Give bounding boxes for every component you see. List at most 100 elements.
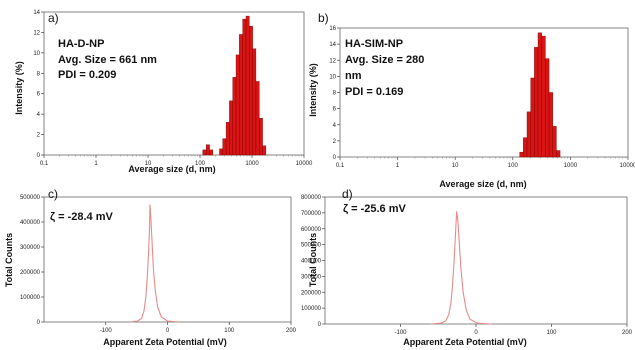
panel-c-label: c) (48, 187, 58, 201)
panel-b-x-tick-label: 100 (508, 163, 519, 169)
panel-d-x-tick-label: 0 (474, 330, 478, 336)
panel-b-histogram-bar (530, 77, 535, 158)
panel-a-pdi: PDI = 0.209 (58, 69, 116, 81)
panel-c-y-tick-label: 300000 (20, 245, 41, 251)
panel-a-y-tick-label: 10 (33, 51, 40, 57)
panel-a-histogram-bar (235, 54, 240, 156)
panel-d-x-tick-label: 200 (622, 330, 633, 336)
panel-a-y-tick-label: 12 (33, 30, 40, 36)
panel-a-x-tick-label: 10 (145, 161, 152, 167)
panel-b-histogram-bar (537, 32, 542, 158)
panel-a-histogram-bar (229, 100, 233, 156)
panel-d-y-tick-label: 800000 (301, 195, 322, 201)
panel-b-histogram-bar (526, 111, 531, 158)
panel-c-y-tick-label: 0 (37, 320, 41, 326)
panel-b-y-tick-label: 0 (333, 155, 337, 161)
panel-a-y-tick-label: 2 (37, 133, 41, 139)
panel-b-y-tick-label: 4 (333, 123, 337, 129)
panel-b-x-tick-label: 0.1 (336, 163, 345, 169)
panel-d-x-axis-label: Apparent Zeta Potential (mV) (403, 337, 527, 347)
panel-a-histogram-bar (209, 149, 214, 156)
panel-a-plot-frame (43, 11, 305, 156)
panel-a-histogram-bar (245, 15, 250, 156)
panel-d-y-tick-label: 600000 (301, 227, 322, 233)
panel-a-histogram-bar (249, 26, 253, 156)
panel-b-plot-area: 0.1 1 10 100 1000 10000 0 2 4 6 8 10 12 14 16 (329, 26, 635, 169)
panel-a-histogram-bar (222, 138, 227, 156)
panel-a-histogram-bar (262, 145, 267, 156)
panel-d-zeta-value: ζ = -25.6 mV (343, 203, 407, 215)
panel-b-avg-size-unit: nm (345, 70, 362, 82)
panel-b-y-tick-label: 16 (329, 26, 336, 32)
panel-c-x-axis-label: Apparent Zeta Potential (mV) (103, 337, 227, 347)
panel-a-histogram-bar (242, 18, 247, 156)
panel-b-histogram-bar (541, 35, 546, 158)
panel-b-histogram-bar (534, 47, 539, 158)
panel-c-y-tick-label: 200000 (20, 270, 41, 276)
panel-a-histogram-bar (232, 77, 237, 156)
panel-b-x-tick-label: 1000 (564, 163, 578, 169)
panel-b-histogram-bar (552, 126, 557, 158)
panel-a-histogram-bar (239, 34, 243, 156)
panel-c-x-tick-label: -100 (100, 328, 113, 334)
panel-a-x-tick-label: 10000 (296, 161, 313, 167)
panel-a-y-tick-label: 6 (37, 92, 41, 98)
panel-d-y-tick-label: 200000 (301, 290, 322, 296)
panel-b-histogram-bar (519, 151, 524, 158)
panel-c-x-tick-label: 0 (166, 328, 170, 334)
panel-b-x-tick-label: 1 (396, 163, 400, 169)
panel-c-y-tick-label: 100000 (20, 295, 41, 301)
panel-a-label: a) (48, 11, 59, 25)
panel-d-plot-frame (324, 196, 628, 325)
panel-b-avg-size: Avg. Size = 280 (345, 54, 424, 66)
panel-d-y-tick-label: 700000 (301, 211, 322, 217)
panel-c-plot-frame (43, 196, 292, 323)
panel-a-histogram-bar (259, 118, 263, 156)
panel-b-y-tick-label: 6 (333, 107, 337, 113)
panel-a-avg-size: Avg. Size = 661 nm (58, 54, 157, 66)
panel-b-pdi: PDI = 0.169 (345, 86, 403, 98)
panel-d-label: d) (342, 187, 353, 201)
panel-b-histogram-bar (523, 137, 528, 158)
panel-a-histogram-bar (225, 122, 230, 156)
panel-b-plot-frame (339, 27, 629, 158)
panel-a-histogram-bar (202, 149, 207, 156)
panel-b: 0.1 1 10 100 1000 10000 0 2 4 6 8 10 12 14 16 b) HA-SI… (308, 11, 635, 189)
panel-d-x-tick-label: 100 (546, 330, 557, 336)
panel-b-y-tick-label: 2 (333, 139, 337, 145)
panel-b-x-tick-label: 10 (452, 163, 459, 169)
panel-c-x-tick-label: 200 (286, 328, 297, 334)
panel-b-y-tick-label: 10 (329, 74, 336, 80)
panel-c-y-axis-label: Total Counts (4, 233, 14, 287)
panel-b-x-axis-label: Average size (d, nm) (439, 179, 526, 189)
panel-a-y-tick-label: 8 (37, 71, 41, 77)
panel-a-x-tick-label: 1 (94, 161, 98, 167)
panel-a-x-tick-label: 1000 (245, 161, 259, 167)
panel-b-histogram-bar (556, 150, 561, 158)
panel-d-plot-area: -100 0 100 200 0 100000 200000 300000 400000 5000… (301, 195, 633, 336)
panel-b-label: b) (318, 11, 329, 25)
panel-c-y-tick-label: 500000 (20, 195, 41, 201)
panel-c-y-tick-label: 400000 (20, 220, 41, 226)
panel-a-y-tick-label: 4 (37, 112, 41, 118)
panel-b-sample-name: HA-SIM-NP (345, 38, 403, 50)
panel-c-x-tick-label: 100 (224, 328, 235, 334)
panel-c-zeta-value: ζ = -28.4 mV (50, 211, 114, 223)
panel-a-sample-name: HA-D-NP (58, 38, 104, 50)
panel-b-y-axis-label: Intensity (%) (308, 63, 318, 117)
panel-a-y-tick-label: 14 (33, 10, 40, 16)
panel-a-plot-area: 0.1 1 10 100 1000 10000 0 2 4 6 8 10 12 14 (33, 10, 313, 167)
panel-b-histogram-bar (548, 92, 553, 158)
panel-c-plot-area: -100 0 100 200 0 100000 200000 300000 400000 5000… (20, 195, 297, 334)
panel-d-y-axis-label: Total Counts (308, 233, 318, 287)
panel-a-histogram-bar (252, 48, 257, 156)
panel-a-y-tick-label: 0 (37, 153, 41, 159)
panel-d-x-tick-label: -100 (394, 330, 407, 336)
panel-b-x-tick-label: 10000 (620, 163, 635, 169)
panel-c-zeta-curve (130, 204, 180, 323)
panel-a-histogram-bar (206, 144, 210, 156)
panel-a-x-tick-label: 100 (195, 161, 206, 167)
panel-b-y-tick-label: 12 (329, 58, 336, 64)
panel-a-histogram-bar (255, 81, 260, 156)
